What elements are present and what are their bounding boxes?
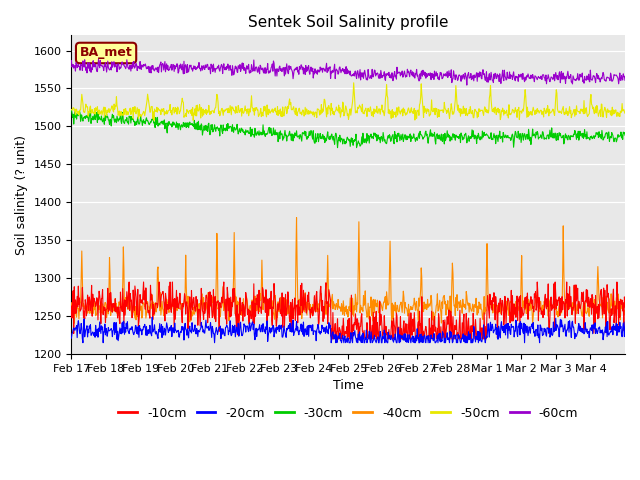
Legend: -10cm, -20cm, -30cm, -40cm, -50cm, -60cm: -10cm, -20cm, -30cm, -40cm, -50cm, -60cm xyxy=(113,402,583,425)
Y-axis label: Soil salinity (? unit): Soil salinity (? unit) xyxy=(15,135,28,255)
X-axis label: Time: Time xyxy=(333,379,364,392)
Text: BA_met: BA_met xyxy=(80,47,132,60)
Title: Sentek Soil Salinity profile: Sentek Soil Salinity profile xyxy=(248,15,449,30)
